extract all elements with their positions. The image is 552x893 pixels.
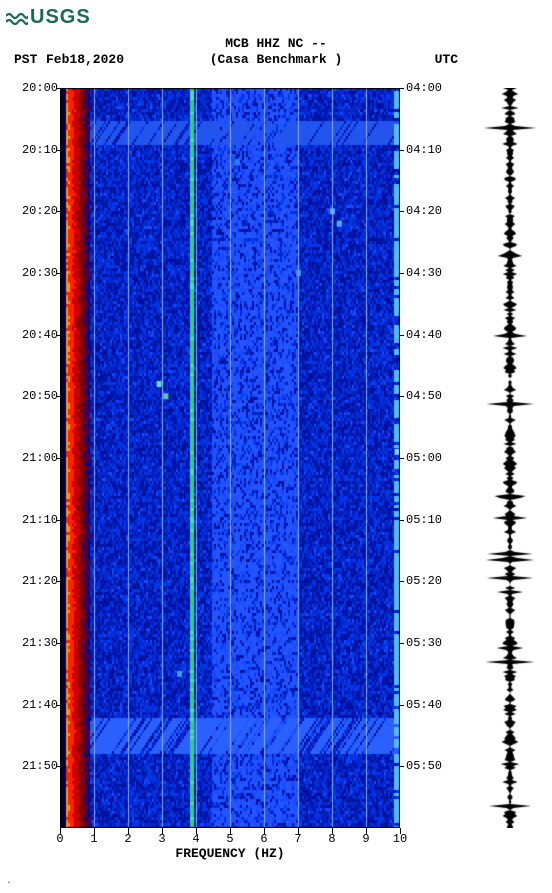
pst-tick-label: 20:20: [22, 204, 58, 218]
y-axis-right-utc: 04:0004:1004:2004:3004:4004:5005:0005:10…: [406, 88, 454, 828]
pst-tick-label: 21:20: [22, 574, 58, 588]
utc-tick-label: 05:30: [406, 636, 442, 650]
pst-tick-label: 21:00: [22, 451, 58, 465]
freq-tick-label: 6: [260, 832, 267, 846]
freq-tick-label: 8: [328, 832, 335, 846]
spectrogram-canvas: [60, 88, 400, 828]
utc-tick-label: 05:00: [406, 451, 442, 465]
footer-glyph: .: [6, 876, 12, 887]
usgs-logo: USGS: [6, 6, 91, 29]
pst-tick-label: 20:50: [22, 389, 58, 403]
pst-tick-label: 21:50: [22, 759, 58, 773]
utc-tick-label: 05:50: [406, 759, 442, 773]
freq-tick-label: 0: [56, 832, 63, 846]
seismogram-trace: [480, 88, 540, 828]
pst-tick-label: 21:40: [22, 698, 58, 712]
freq-tick-label: 1: [90, 832, 97, 846]
utc-label: UTC: [435, 52, 458, 67]
utc-tick-label: 04:50: [406, 389, 442, 403]
freq-tick-label: 7: [294, 832, 301, 846]
utc-tick-label: 05:40: [406, 698, 442, 712]
seismogram-canvas: [480, 88, 540, 828]
pst-tick-label: 20:30: [22, 266, 58, 280]
utc-tick-label: 04:00: [406, 81, 442, 95]
utc-tick-label: 04:20: [406, 204, 442, 218]
utc-tick-label: 05:10: [406, 513, 442, 527]
station-line: MCB HHZ NC --: [0, 36, 552, 51]
pst-tick-label: 20:40: [22, 328, 58, 342]
usgs-wave-icon: [6, 10, 28, 26]
utc-tick-label: 04:10: [406, 143, 442, 157]
utc-tick-label: 05:20: [406, 574, 442, 588]
freq-tick-label: 10: [393, 832, 407, 846]
spectrogram-chart: [60, 88, 400, 828]
pst-tick-label: 21:30: [22, 636, 58, 650]
freq-tick-label: 9: [362, 832, 369, 846]
date-label: Feb18,2020: [46, 52, 124, 67]
x-axis-title: FREQUENCY (HZ): [60, 846, 400, 861]
freq-tick-label: 4: [192, 832, 199, 846]
usgs-text: USGS: [30, 6, 91, 28]
y-axis-left-pst: 20:0020:1020:2020:3020:4020:5021:0021:10…: [8, 88, 58, 828]
freq-tick-label: 5: [226, 832, 233, 846]
pst-tick-label: 20:00: [22, 81, 58, 95]
page: USGS MCB HHZ NC -- (Casa Benchmark ) PST…: [0, 0, 552, 893]
pst-label: PST: [14, 52, 37, 67]
freq-tick-label: 3: [158, 832, 165, 846]
utc-tick-label: 04:30: [406, 266, 442, 280]
pst-tick-label: 21:10: [22, 513, 58, 527]
freq-tick-label: 2: [124, 832, 131, 846]
utc-tick-label: 04:40: [406, 328, 442, 342]
pst-tick-label: 20:10: [22, 143, 58, 157]
